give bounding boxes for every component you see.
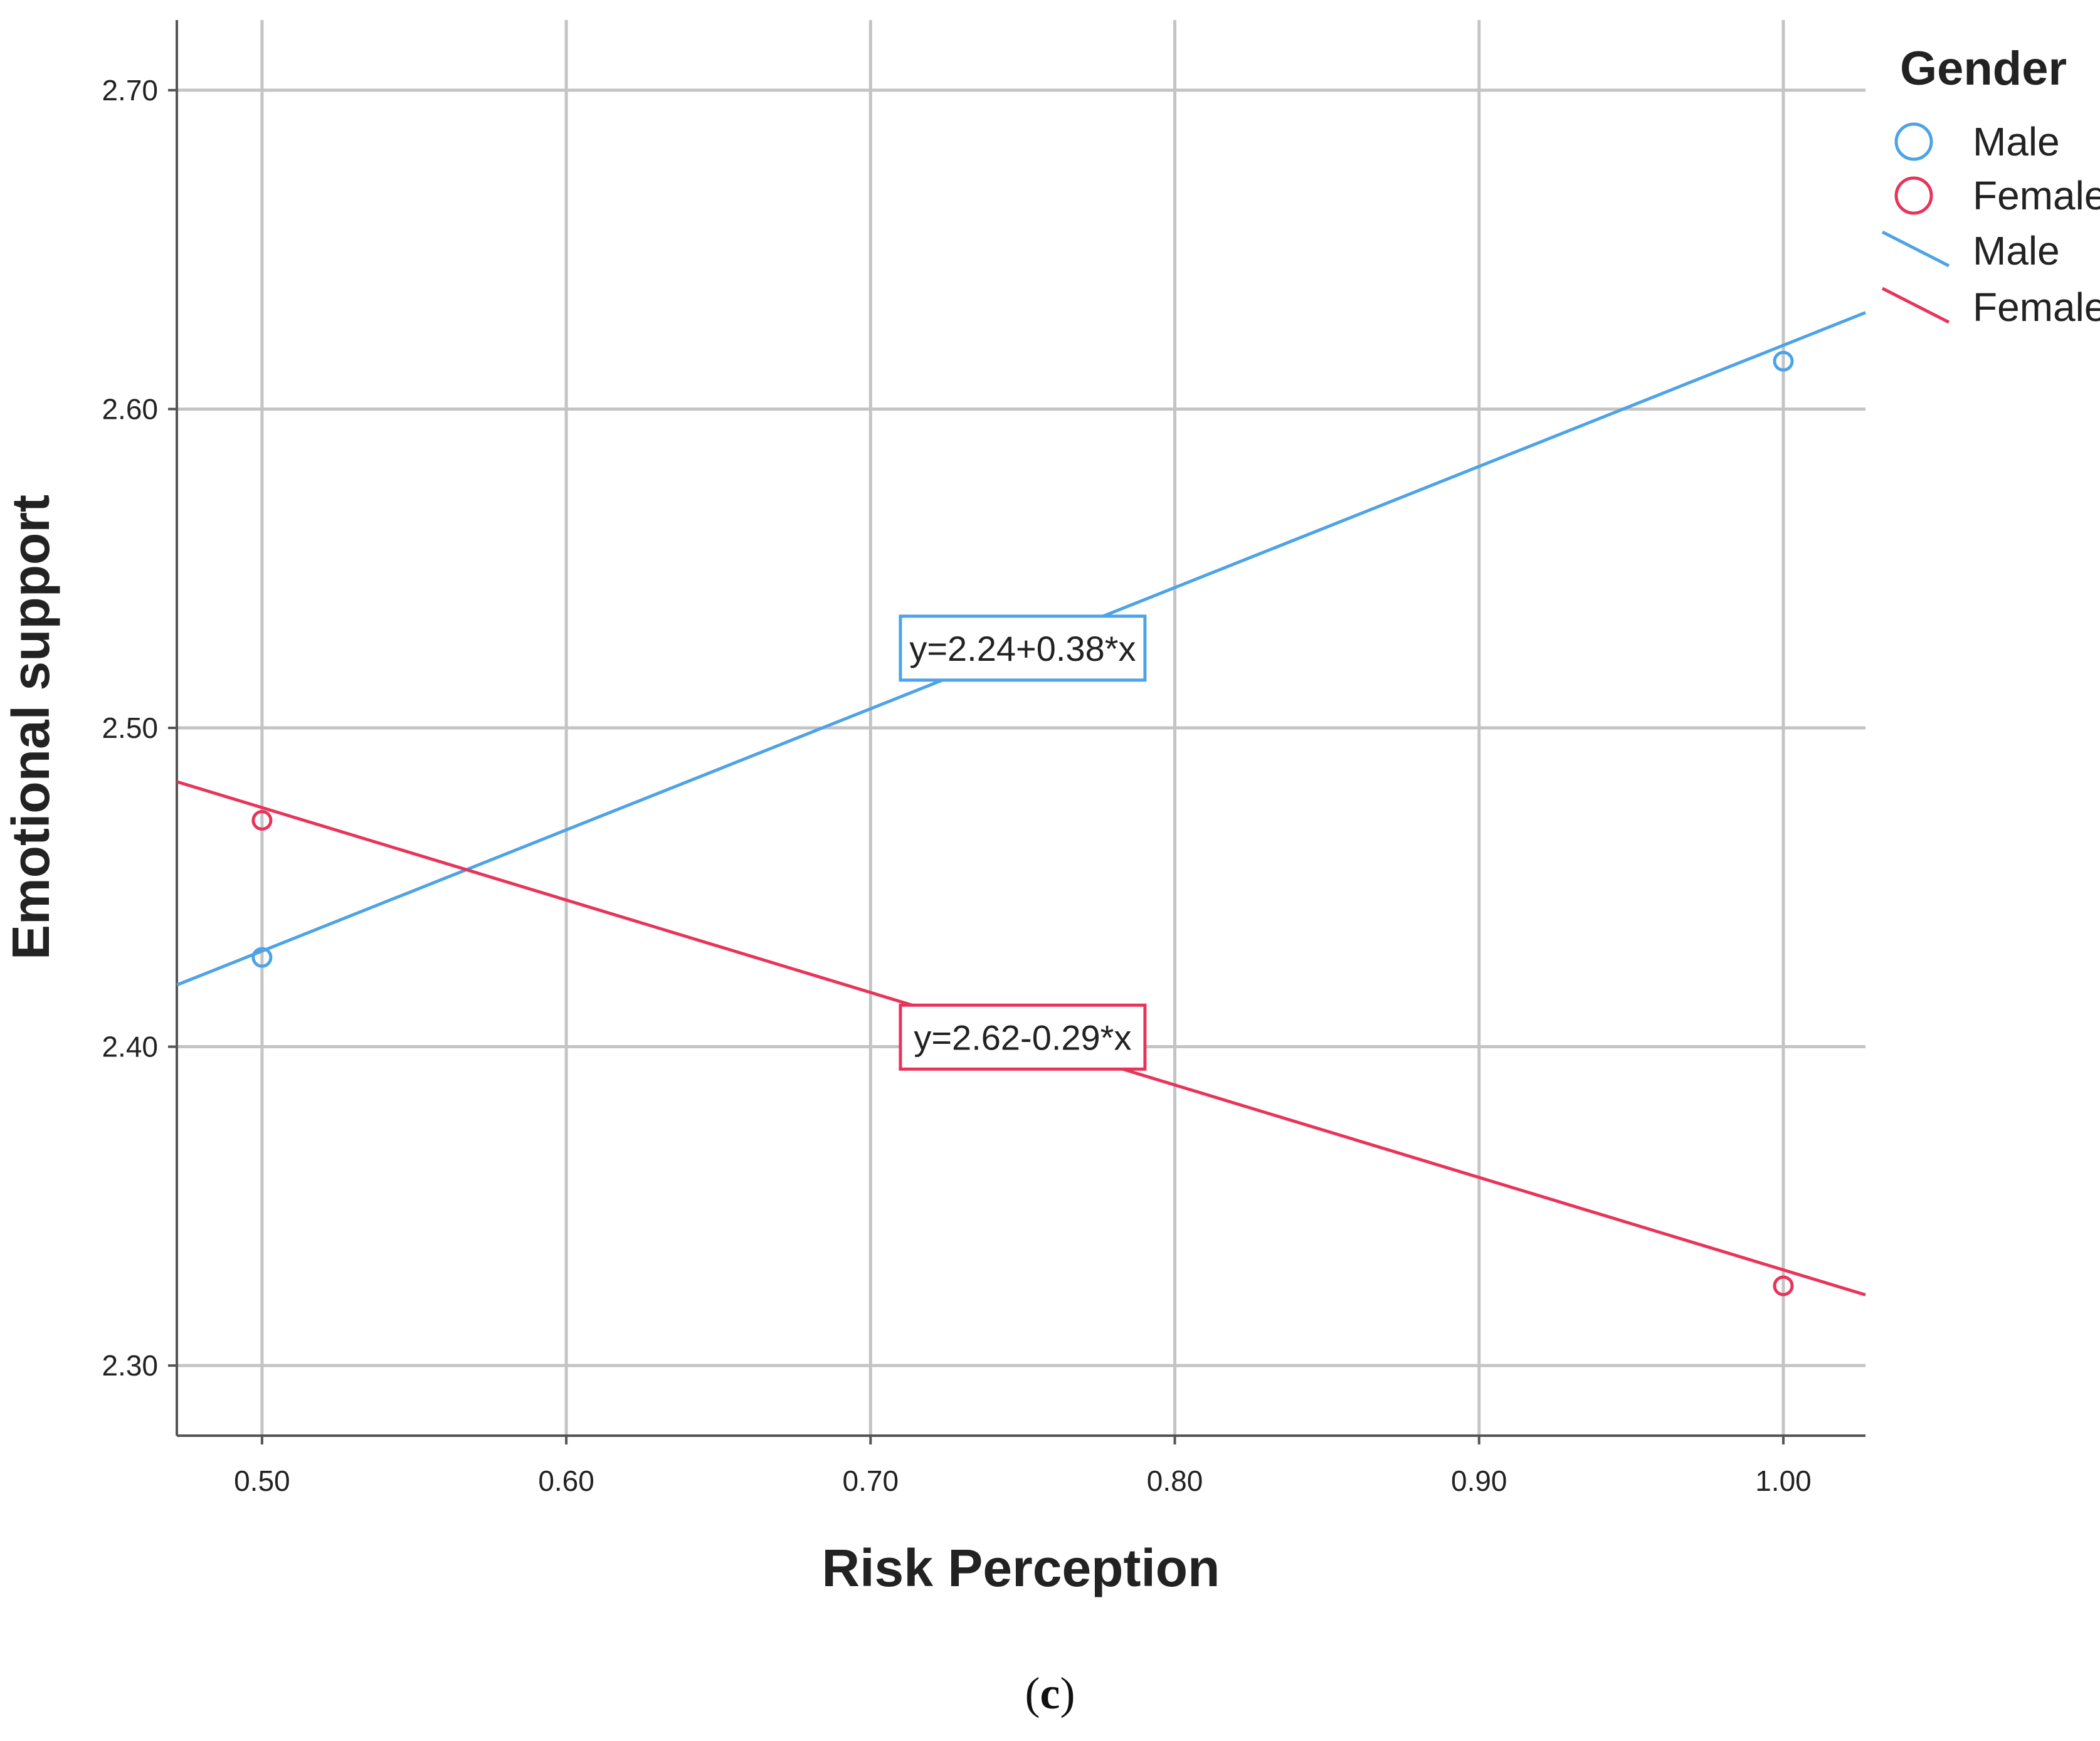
equation-labels: y=2.24+0.38*x y=2.62-0.29*x: [899, 614, 1147, 1071]
female-equation-label: y=2.62-0.29*x: [914, 1018, 1131, 1057]
y-axis-title: Emotional support: [1, 495, 60, 960]
y-tick-label-1: 2.40: [102, 1031, 158, 1063]
legend-male-marker-label: Male: [1973, 119, 2060, 164]
x-tick-label-4: 0.90: [1451, 1465, 1507, 1497]
female-equation-box: [899, 1003, 1147, 1071]
x-tick-label-3: 0.80: [1147, 1465, 1203, 1497]
tick-labels: 0.50 0.60 0.70 0.80 0.90 1.00 2.30 2.40 2.50 2.60…: [102, 74, 1811, 1497]
male-equation-box: [899, 614, 1147, 682]
legend-female-line-label: Female: [1973, 285, 2100, 330]
axes: [168, 20, 1865, 1444]
male-point-0: [251, 947, 273, 968]
legend: Gender Male Female Male Female: [1881, 42, 2100, 330]
x-tick-label-5: 1.00: [1755, 1465, 1812, 1497]
grid: [177, 20, 1865, 1436]
legend-male-marker-symbol: [1894, 122, 1933, 161]
x-axis-title: Risk Perception: [822, 1538, 1220, 1597]
legend-male-line-label: Male: [1973, 228, 2060, 273]
legend-female-marker-symbol: [1894, 176, 1933, 215]
legend-title: Gender: [1900, 42, 2067, 95]
figure-caption: (c): [0, 1668, 2100, 1720]
x-tick-label-2: 0.70: [843, 1465, 899, 1497]
caption-open: (: [1025, 1668, 1040, 1718]
y-tick-label-2: 2.50: [102, 712, 158, 744]
y-tick-label-0: 2.30: [102, 1349, 158, 1382]
female-point-0: [251, 809, 273, 831]
y-tick-label-3: 2.60: [102, 392, 158, 425]
x-tick-label-0: 0.50: [234, 1465, 290, 1497]
caption-close: ): [1060, 1668, 1075, 1718]
legend-male-line-symbol: [1881, 230, 1950, 268]
caption-letter: c: [1040, 1668, 1060, 1718]
male-point-1: [1773, 350, 1794, 372]
data-points: [251, 350, 1794, 1297]
fit-lines: [176, 311, 1866, 1297]
legend-female-line-symbol: [1881, 287, 1950, 324]
x-tick-label-1: 0.60: [538, 1465, 594, 1497]
y-tick-label-4: 2.70: [102, 74, 158, 107]
male-equation-label: y=2.24+0.38*x: [909, 629, 1136, 668]
legend-female-marker-label: Female: [1973, 173, 2100, 218]
female-point-1: [1773, 1275, 1794, 1297]
